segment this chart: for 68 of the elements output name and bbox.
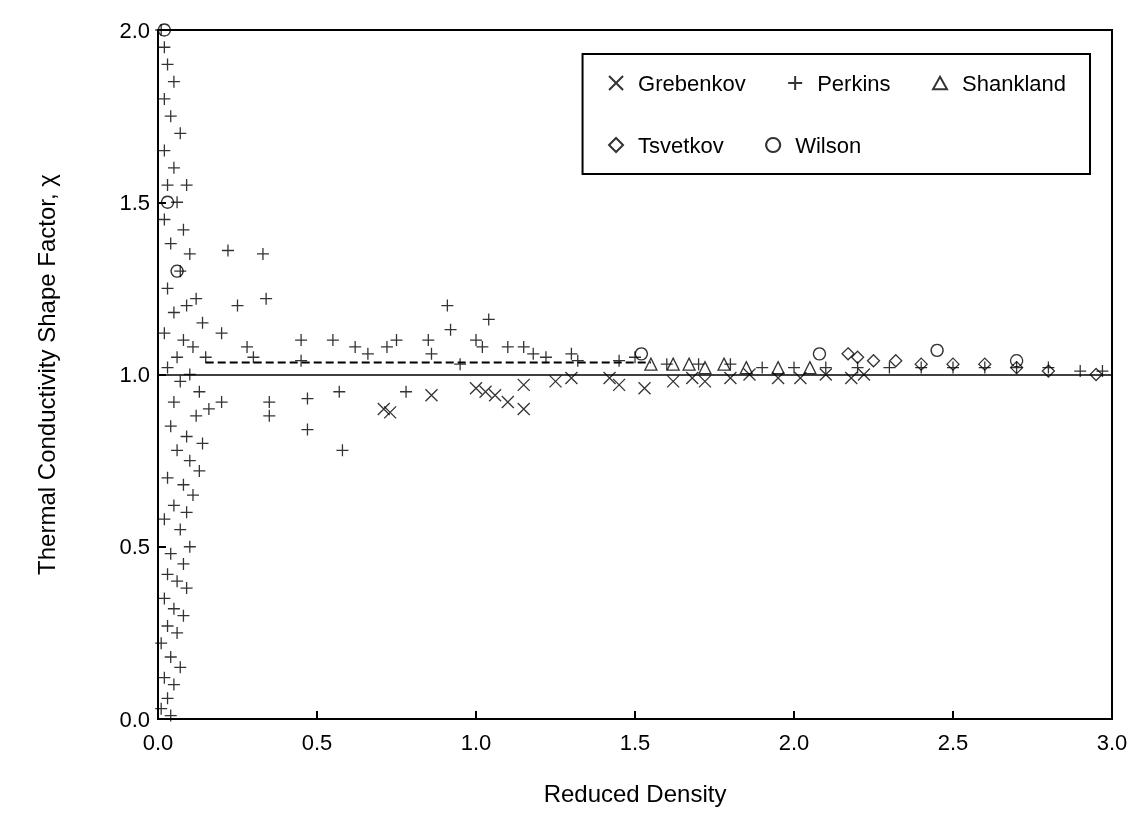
point [424, 388, 439, 402]
point [698, 360, 712, 375]
point [517, 402, 531, 416]
point [377, 402, 391, 416]
point [793, 371, 808, 385]
point [803, 360, 817, 375]
point [469, 381, 483, 395]
legend-label: Perkins [817, 70, 891, 96]
y-tick-label: 0.5 [119, 534, 150, 560]
point [666, 357, 680, 371]
point [742, 367, 757, 382]
point [1041, 364, 1056, 378]
point [160, 195, 175, 209]
point [1089, 367, 1103, 382]
point [723, 371, 738, 385]
point [644, 357, 658, 371]
point [170, 264, 184, 278]
point [717, 357, 731, 371]
point [978, 357, 992, 371]
x-tick-label: 1.5 [619, 729, 651, 755]
x-tick-label: 2.5 [937, 729, 969, 755]
point [914, 357, 928, 371]
point [564, 371, 579, 385]
point [857, 367, 871, 382]
point [889, 354, 903, 368]
legend-label: Shankland [962, 70, 1067, 96]
y-axis-title: Thermal Conductivity Shape Factor, χ [32, 173, 60, 575]
x-tick-label: 3.0 [1096, 729, 1128, 755]
point [771, 371, 785, 385]
point [946, 357, 960, 371]
y-tick-label: 1.5 [119, 189, 150, 215]
point [548, 374, 563, 389]
point [1009, 360, 1024, 375]
point [844, 371, 858, 385]
y-tick-label: 0.0 [119, 706, 150, 732]
point [666, 374, 680, 389]
point [383, 405, 397, 420]
x-axis-title: Reduced Density [543, 779, 727, 807]
point [488, 388, 502, 402]
point [685, 371, 699, 385]
point [517, 378, 531, 392]
point [841, 347, 855, 361]
point [634, 347, 649, 361]
point [612, 378, 626, 392]
point [812, 347, 827, 361]
point [930, 343, 944, 358]
point [478, 385, 493, 399]
y-tick-label: 1.0 [119, 362, 150, 387]
legend-label: Tsvetkov [638, 132, 724, 158]
point [501, 395, 515, 409]
x-tick-label: 0.5 [301, 729, 333, 755]
point [819, 367, 833, 382]
y-tick-label: 2.0 [119, 17, 150, 43]
x-tick-label: 1.0 [460, 729, 492, 755]
point [850, 350, 865, 364]
x-tick-label: 2.0 [778, 729, 810, 755]
point [866, 354, 881, 368]
point [739, 360, 753, 375]
point [1009, 354, 1024, 368]
legend-label: Grebenkov [638, 70, 746, 96]
x-tick-label: 0.0 [142, 729, 174, 755]
point [602, 371, 617, 385]
legend-label: Wilson [795, 132, 862, 158]
point [682, 357, 696, 371]
point [698, 374, 712, 389]
point [637, 381, 652, 395]
point [157, 23, 172, 37]
point [771, 360, 785, 375]
